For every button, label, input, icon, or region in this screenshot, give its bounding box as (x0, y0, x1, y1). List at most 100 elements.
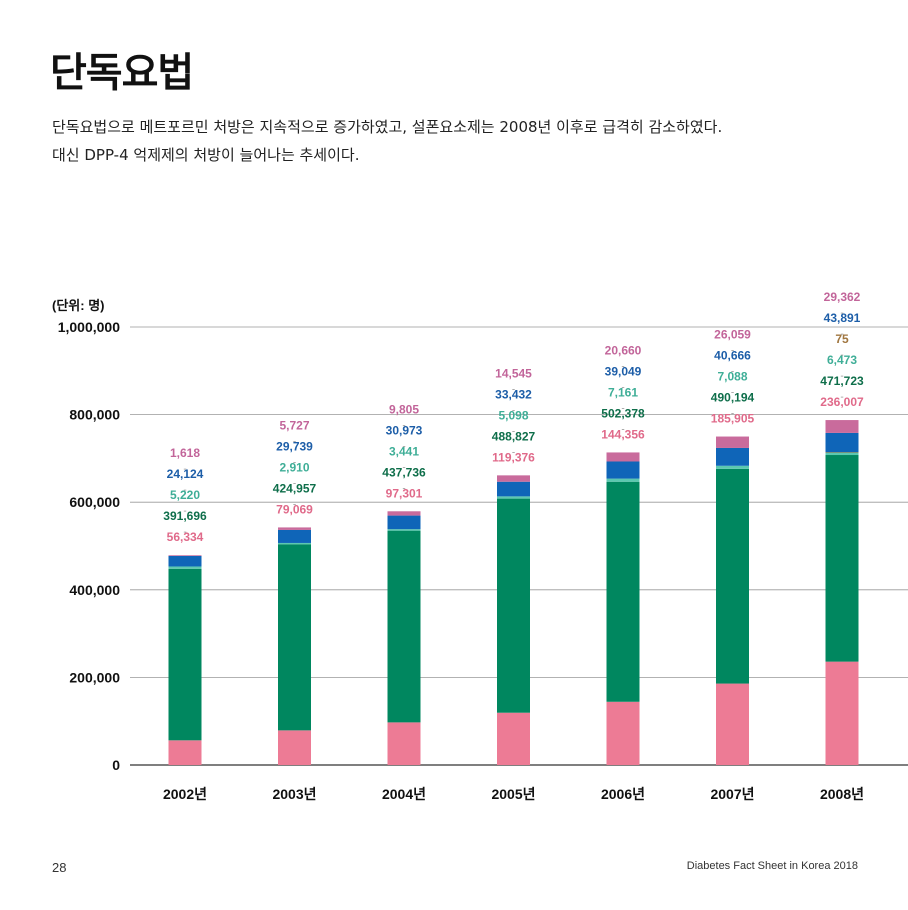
value-label: 424,957 (273, 481, 317, 495)
value-label: 39,049 (605, 364, 642, 378)
value-label: 24,124 (167, 467, 204, 481)
y-tick-label: 0 (112, 757, 120, 773)
value-label: 29,739 (276, 439, 313, 453)
bar-segment (825, 452, 859, 453)
value-label: 119,376 (492, 450, 535, 464)
value-label: 75 (835, 332, 849, 346)
value-label: 20,660 (605, 343, 642, 357)
value-label: 7,161 (608, 385, 638, 399)
bar-segment (497, 496, 530, 499)
y-tick-label: 400,000 (69, 582, 120, 598)
value-label: 43,891 (824, 311, 861, 325)
label-separator: - (512, 426, 515, 437)
value-label: 3,441 (389, 444, 419, 458)
value-label: 1,618 (170, 446, 200, 460)
unit-label: (단위: 명) (52, 298, 104, 313)
bar-segment (825, 661, 859, 765)
value-label: 14,545 (495, 366, 532, 380)
label-separator: - (293, 499, 296, 510)
value-label: 33,432 (495, 387, 532, 401)
bar-segment (387, 515, 421, 530)
label-separator: - (840, 371, 843, 382)
bar-segment (716, 468, 749, 684)
bar-segment (825, 452, 859, 456)
y-tick-label: 200,000 (69, 669, 120, 685)
label-separator: - (621, 424, 624, 435)
bar-segment (606, 701, 640, 765)
bar-segment (387, 511, 421, 516)
label-separator: - (731, 388, 734, 399)
bar-segment (497, 475, 530, 482)
bar-segment (168, 740, 202, 765)
x-tick-label: 2004년 (382, 786, 426, 802)
label-separator: - (293, 478, 296, 489)
label-separator: - (402, 483, 405, 494)
x-tick-label: 2007년 (710, 786, 754, 802)
y-tick-label: 800,000 (69, 407, 120, 423)
x-tick-label: 2003년 (272, 786, 316, 802)
label-separator: - (621, 361, 624, 372)
value-label: 79,069 (276, 502, 313, 516)
value-label: 9,805 (389, 402, 419, 416)
x-tick-label: 2002년 (163, 786, 207, 802)
label-separator: - (293, 436, 296, 447)
description-line-2: 대신 DPP-4 억제제의 처방이 늘어나는 추세이다. (52, 146, 360, 164)
bar-segment (278, 529, 311, 543)
bar-segment (278, 544, 311, 731)
label-separator: - (512, 447, 515, 458)
label-separator: - (621, 403, 624, 414)
label-separator: - (183, 485, 186, 496)
label-separator: - (183, 464, 186, 475)
footer-title: Diabetes Fact Sheet in Korea 2018 (686, 860, 858, 872)
label-separator: - (731, 409, 734, 420)
bar-segment (716, 683, 749, 765)
value-label: 5,727 (279, 418, 309, 432)
value-label: 6,473 (827, 353, 857, 367)
value-label: 56,334 (167, 530, 204, 544)
value-label: 5,220 (170, 488, 200, 502)
bar-segment (716, 465, 749, 469)
value-label: 97,301 (386, 486, 423, 500)
bar-segment (825, 420, 859, 433)
y-tick-label: 1,000,000 (58, 319, 120, 335)
x-axis: 2002년 2003년 2004년 2005년 2006년 2007년 2008년 (163, 786, 864, 802)
value-label: 488,827 (492, 429, 536, 443)
bar-segment (825, 455, 859, 662)
bar-segment (168, 566, 202, 569)
page-title: 단독요법 (50, 50, 194, 96)
value-label: 437,736 (382, 465, 426, 479)
bar-segment (497, 498, 530, 713)
label-separator: - (183, 506, 186, 517)
bar-segment (168, 555, 202, 567)
bar-segment (716, 436, 749, 448)
bars (168, 420, 859, 765)
x-tick-label: 2005년 (491, 786, 535, 802)
bar-segment (606, 481, 640, 702)
y-tick-label: 600,000 (69, 494, 120, 510)
description-line-1: 단독요법으로 메트포르민 처방은 지속적으로 증가하였고, 설폰요소제는 200… (52, 118, 723, 136)
bar-segment (387, 722, 421, 765)
bar-segment (606, 478, 640, 482)
value-label: 7,088 (717, 370, 747, 384)
bar-segment (278, 542, 311, 545)
bar-segment (716, 447, 749, 466)
value-label: 391,696 (163, 509, 207, 523)
bar-segment (387, 530, 421, 723)
bar-segment (497, 712, 530, 765)
label-separator: - (512, 405, 515, 416)
value-label: 236,007 (820, 395, 864, 409)
bar-segment (606, 461, 640, 479)
value-label: 26,059 (714, 328, 751, 342)
value-label: 40,666 (714, 349, 751, 363)
x-tick-label: 2008년 (820, 786, 864, 802)
label-separator: - (402, 462, 405, 473)
label-separator: - (840, 392, 843, 403)
page-number: 28 (52, 860, 67, 875)
y-axis: 0 200,000 400,000 600,000 800,000 1,000,000 (58, 319, 121, 773)
bar-segment (278, 730, 311, 765)
label-separator: - (840, 308, 843, 319)
bar-segment (168, 555, 202, 556)
value-label: 471,723 (820, 374, 864, 388)
bar-segment (387, 529, 421, 531)
